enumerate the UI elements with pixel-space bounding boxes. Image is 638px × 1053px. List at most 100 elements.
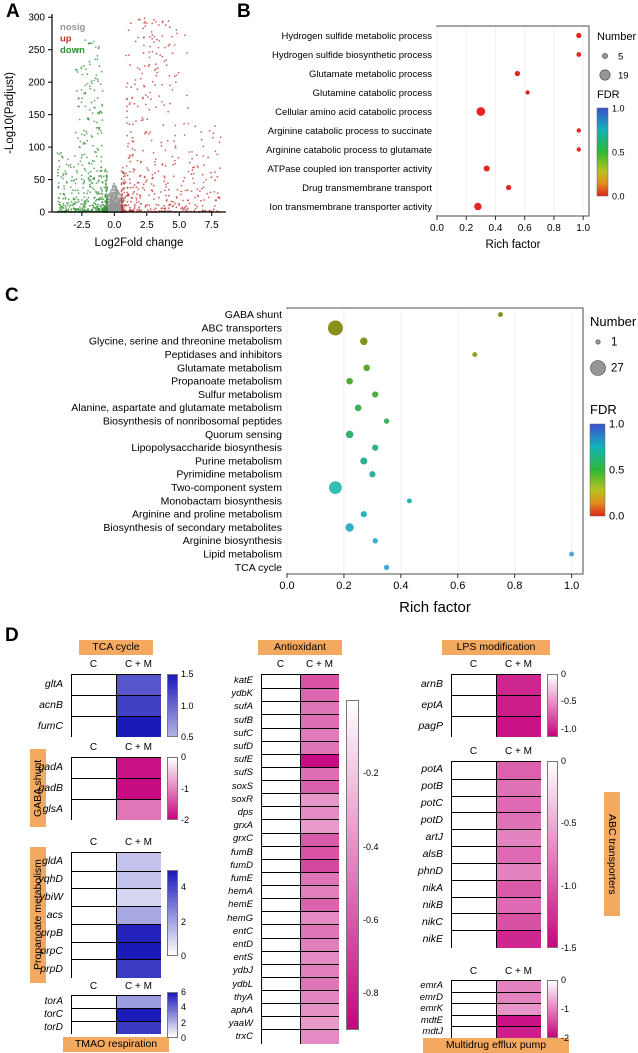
enrichment-dot <box>383 564 390 571</box>
heatmap-cell <box>116 758 161 779</box>
heatmap-cell <box>452 695 496 717</box>
heatmap-cell <box>116 996 161 1009</box>
heatmap-cell <box>300 688 339 703</box>
y-tick: 50 <box>34 175 46 186</box>
fdr-colorbar <box>589 423 606 517</box>
heatmap-cell <box>300 793 339 808</box>
colorbar-tick: -0.4 <box>363 841 379 852</box>
colorbar <box>547 761 558 948</box>
x-tick: 0.6 <box>450 580 465 592</box>
panel-b-label: B <box>237 1 251 22</box>
heatmap-cell <box>116 923 161 943</box>
category-label: Monobactam biosynthesis <box>161 495 282 507</box>
fdr-tick: 0.5 <box>609 465 624 477</box>
heatmap-cell <box>262 714 300 729</box>
heatmap-cell <box>452 930 496 948</box>
gene-label: aphA <box>230 1005 253 1016</box>
heatmap-cell <box>72 959 116 978</box>
enrichment-dot <box>576 32 582 39</box>
heatmap-cell <box>452 1003 496 1016</box>
colorbar-tick: -1.0 <box>561 723 577 734</box>
category-label: Ion transmembrane transporter activity <box>269 202 432 213</box>
heatmap-cell <box>116 853 161 871</box>
heatmap-cell <box>300 1003 339 1018</box>
column-header: C <box>89 837 98 848</box>
gene-label: emrA <box>420 980 443 991</box>
heatmap-cell <box>452 1025 496 1038</box>
category-label: ABC transporters <box>201 322 282 334</box>
size-legend-value: 1 <box>611 337 617 349</box>
colorbar <box>346 700 359 1030</box>
colorbar-tick: 0 <box>181 951 187 961</box>
category-label: ATPase coupled ion transporter activity <box>267 164 432 175</box>
gene-label: gltA <box>44 678 63 690</box>
heatmap-cell <box>300 976 339 992</box>
heatmap-cell <box>452 795 496 814</box>
heatmap-cell <box>452 762 496 779</box>
heatmap-cell <box>300 1016 339 1031</box>
colorbar-tick: 4 <box>181 1002 187 1013</box>
x-tick: 0.8 <box>547 223 561 234</box>
gene-label: entC <box>232 925 253 937</box>
gene-label: soxS <box>231 780 253 792</box>
enrichment-dot <box>345 523 354 532</box>
column-header: C + M <box>125 742 152 753</box>
heatmap-cell <box>116 888 161 908</box>
heatmap-cell <box>300 858 339 873</box>
category-label: Lipid metabolism <box>203 548 282 560</box>
heatmap-cell <box>262 976 300 992</box>
heatmap-cell <box>262 898 300 913</box>
gene-label: nikE <box>422 933 443 945</box>
heatmap-cell <box>72 675 116 696</box>
category-label: Arginine and proline metabolism <box>132 509 282 521</box>
category-label: Glutamate metabolism <box>177 362 282 374</box>
heatmap-cell <box>496 981 541 993</box>
column-header: C <box>89 742 98 753</box>
heatmap-cell <box>496 1014 541 1027</box>
enrichment-dot <box>576 52 582 57</box>
enrichment-dot <box>329 481 342 494</box>
x-tick: 0.2 <box>336 580 351 592</box>
heatmap-cell <box>300 819 339 834</box>
gene-label: arnB <box>420 678 443 690</box>
heatmap-cell <box>116 1020 161 1034</box>
heatmap-cell <box>496 695 541 717</box>
category-label: Arginine catabolic process to glutamate <box>266 145 432 156</box>
enrichment-dot <box>372 391 379 398</box>
heatmap-cell <box>116 1008 161 1022</box>
size-legend-value: 27 <box>611 363 624 375</box>
heatmap-cell <box>262 832 300 847</box>
heatmap-grid <box>451 674 541 737</box>
column-header: C <box>276 659 285 670</box>
colorbar <box>167 674 178 737</box>
gene-label: glsA <box>42 803 63 815</box>
heatmap-cell <box>262 963 300 978</box>
heatmap-cell <box>452 829 496 848</box>
gene-label: hemG <box>227 912 253 924</box>
category-chip: TMAO respiration <box>63 1037 169 1052</box>
heatmap-cell <box>262 911 300 926</box>
go-enrichment-dotplot: Hydrogen sulfide metabolic process Hydrog… <box>266 25 636 251</box>
heatmap-cell <box>300 780 339 795</box>
heatmap-cell <box>300 740 339 755</box>
heatmap-cell <box>300 766 339 782</box>
heatmap-cell <box>300 885 339 900</box>
size-legend-dot-small <box>602 53 608 59</box>
column-header: C + M <box>125 981 152 992</box>
colorbar-tick: -0.5 <box>561 696 577 707</box>
colorbar <box>167 757 178 820</box>
gene-label: sufC <box>233 727 253 739</box>
heatmap-cell <box>116 959 161 978</box>
heatmap-cell <box>452 812 496 831</box>
fdr-tick: 0.0 <box>609 511 624 523</box>
heatmap-cell <box>300 832 339 847</box>
category-label: Quorum sensing <box>205 429 282 441</box>
heatmap-cell <box>72 923 116 943</box>
enrichment-dot <box>369 471 376 478</box>
heatmap-cell <box>116 941 161 961</box>
column-header: C + M <box>505 746 532 757</box>
gene-label: nikC <box>421 916 443 928</box>
enrichment-dot <box>525 90 530 95</box>
enrichment-dot <box>472 352 478 358</box>
